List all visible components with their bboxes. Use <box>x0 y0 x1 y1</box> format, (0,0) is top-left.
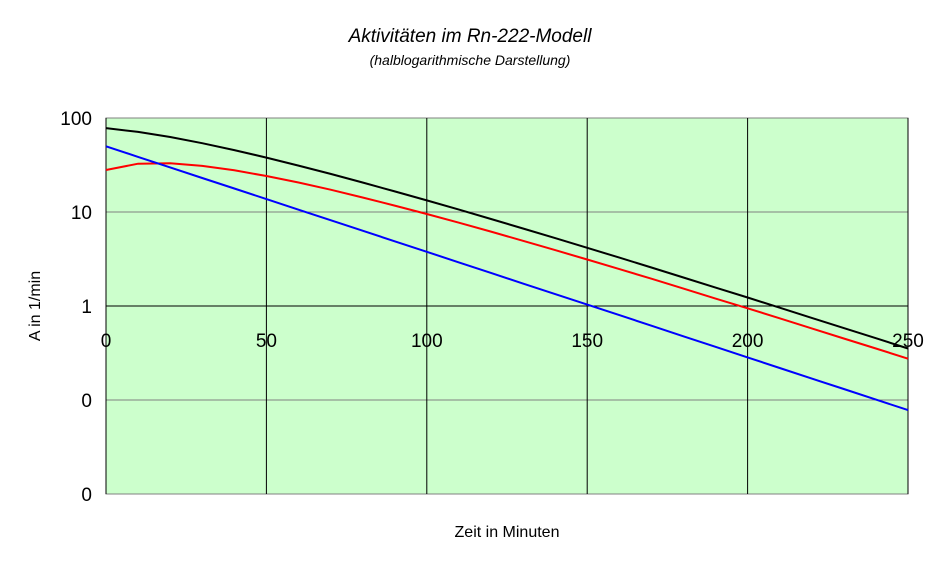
x-tick-label: 0 <box>101 331 112 352</box>
x-tick-label: 250 <box>892 331 924 352</box>
x-tick-label: 200 <box>732 331 764 352</box>
series-line-summe <box>105 127 909 350</box>
y-axis-label: A in 1/min <box>27 271 44 341</box>
y-tick-label: 0 <box>81 485 92 506</box>
y-tick-label: 10 <box>71 203 92 224</box>
y-tick-label: 0 <box>81 391 92 412</box>
grid-lines <box>105 117 909 495</box>
series-line-pb-214 <box>105 145 909 412</box>
x-tick-label: 150 <box>571 331 603 352</box>
series-line-bi-214 <box>105 162 909 360</box>
x-tick-label: 50 <box>256 331 277 352</box>
series-lines <box>105 127 909 412</box>
chart-subtitle: (halblogarithmische Darstellung) <box>370 52 571 68</box>
y-tick-label: 1 <box>81 297 92 318</box>
x-tick-label: 100 <box>411 331 443 352</box>
chart-title: Aktivitäten im Rn-222-Modell <box>348 26 593 47</box>
x-axis-label: Zeit in Minuten <box>455 524 560 541</box>
y-tick-label: 100 <box>60 109 92 130</box>
x-tick-labels: 0 50 100 150 200 250 <box>101 331 924 352</box>
